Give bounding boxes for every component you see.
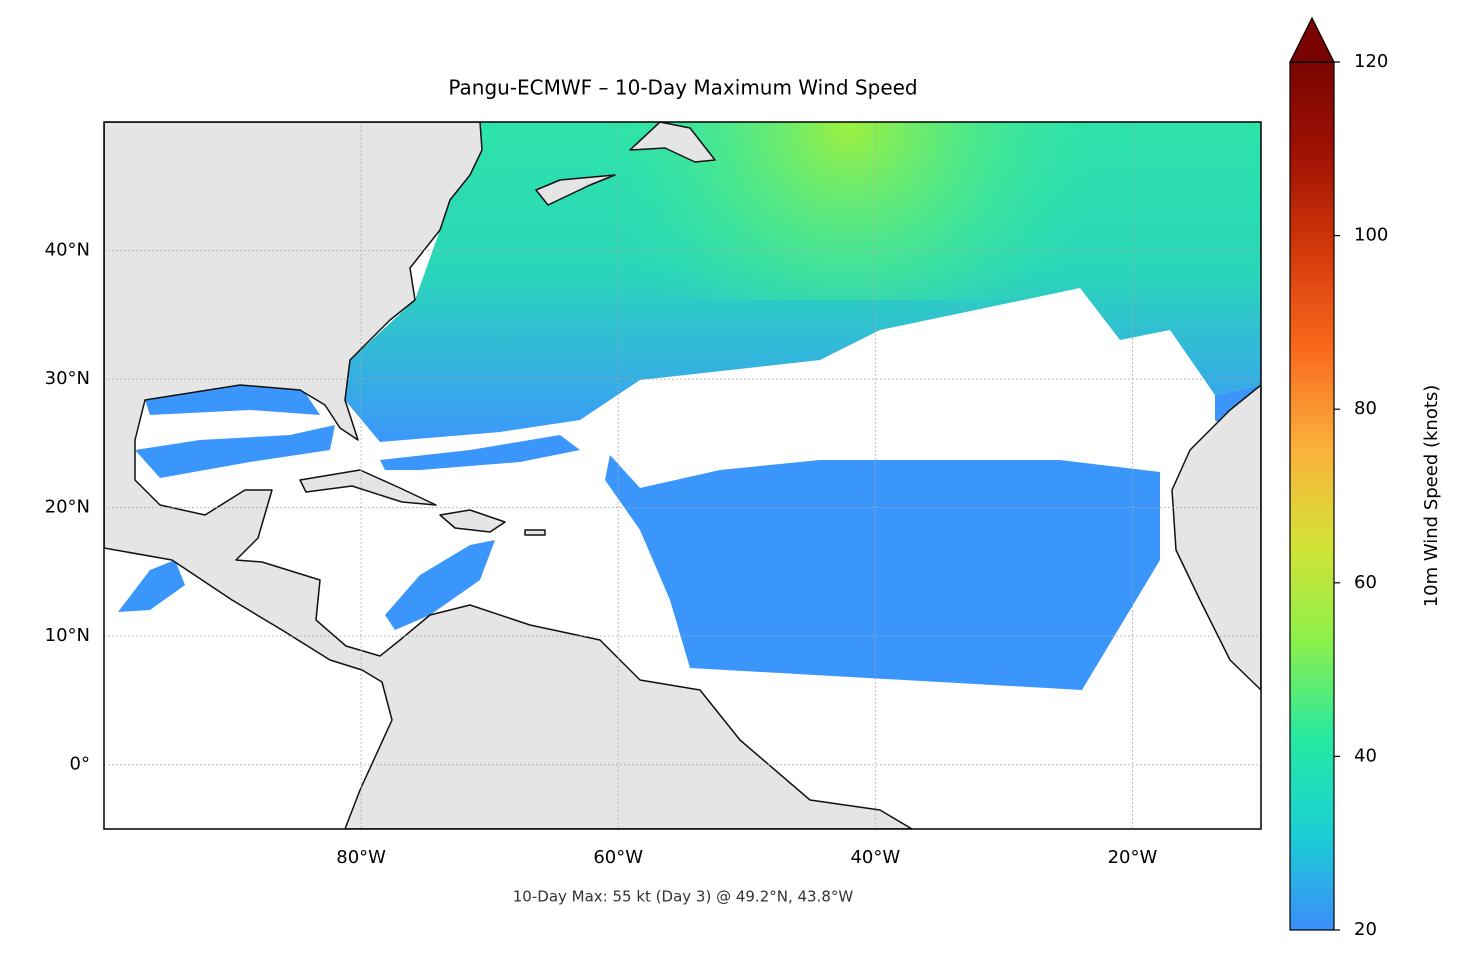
colorbar-tick-label: 40 <box>1354 745 1377 766</box>
wind-field <box>118 560 185 612</box>
y-tick-label: 0° <box>70 754 90 775</box>
x-tick-label: 60°W <box>593 847 643 868</box>
colorbar-tick-label: 120 <box>1354 51 1388 72</box>
colorbar-tick-label: 60 <box>1354 572 1377 593</box>
x-tick-label: 80°W <box>336 847 386 868</box>
y-tick-label: 40°N <box>45 240 90 261</box>
y-tick-label: 30°N <box>45 368 90 389</box>
colorbar-tick-label: 20 <box>1354 919 1377 940</box>
land <box>299 469 437 506</box>
colorbar-gradient <box>1290 62 1334 930</box>
y-tick-label: 20°N <box>45 497 90 518</box>
y-tick-label: 10°N <box>45 625 90 646</box>
land <box>535 174 616 206</box>
land <box>524 529 546 536</box>
land <box>439 509 506 533</box>
colorbar-extension <box>1289 16 1335 63</box>
land <box>104 122 913 829</box>
wind-field <box>480 122 1261 300</box>
x-tick-label: 40°W <box>850 847 900 868</box>
wind-field <box>385 540 495 630</box>
colorbar-frame <box>1289 61 1335 931</box>
colorbar-tick-label: 80 <box>1354 398 1377 419</box>
grid <box>104 122 1261 829</box>
plot-frame <box>103 121 1262 830</box>
colorbar: 20 40 60 80 100 120 10m Wind Speed (knots) <box>1289 16 1442 940</box>
land <box>629 122 716 163</box>
chart-title: Pangu-ECMWF – 10-Day Maximum Wind Speed <box>448 76 917 100</box>
annotation: 10-Day Max: 55 kt (Day 3) @ 49.2°N, 43.8… <box>513 888 854 906</box>
map <box>104 122 1261 829</box>
colorbar-label: 10m Wind Speed (knots) <box>1421 385 1442 608</box>
land <box>1171 384 1261 691</box>
wind-field <box>135 425 335 478</box>
x-tick-label: 20°W <box>1108 847 1158 868</box>
wind-field <box>145 385 320 415</box>
wind-field <box>605 455 1160 690</box>
colorbar-tick-label: 100 <box>1354 225 1388 246</box>
wind-field <box>380 435 580 470</box>
